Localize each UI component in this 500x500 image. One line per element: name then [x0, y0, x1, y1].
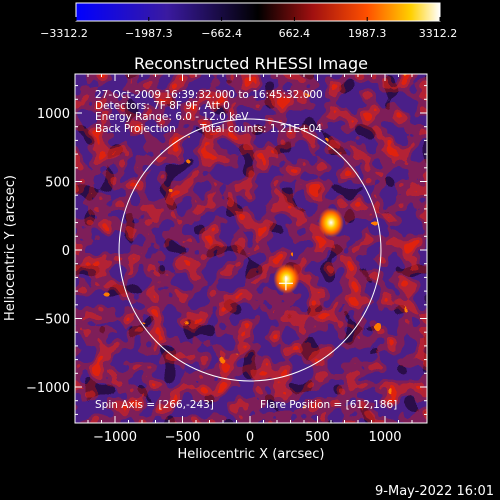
x-axis: −1000 −500 0 500 1000	[87, 74, 413, 445]
x-tick-label: 1000	[368, 430, 401, 445]
colorbar	[75, 2, 441, 22]
y-axis: 1000 500 0 −500 −1000	[26, 85, 427, 415]
footer-timestamp: 9-May-2022 16:01	[375, 484, 494, 499]
colorbar-tick-label: −3312.2	[40, 27, 88, 40]
chart-title: Reconstructed RHESSI Image	[134, 54, 368, 73]
spin-axis-marker	[278, 276, 293, 291]
annotation-flare-position: Flare Position = [612,186]	[260, 399, 397, 411]
x-axis-label: Heliocentric X (arcsec)	[178, 447, 325, 462]
colorbar-tick-label: −662.4	[201, 27, 242, 40]
y-tick-label: 0	[62, 244, 70, 259]
heatmap-image	[75, 74, 427, 423]
flare-source	[318, 207, 344, 238]
y-tick-label: 1000	[37, 107, 70, 122]
y-tick-label: 500	[45, 176, 70, 191]
x-tick-label: 500	[305, 430, 330, 445]
colorbar-tick-label: −1987.3	[125, 27, 173, 40]
annotation-time-range: 27-Oct-2009 16:39:32.000 to 16:45:32.000	[95, 89, 323, 101]
x-tick-label: 0	[246, 430, 254, 445]
annotation-spin-axis: Spin Axis = [266,-243]	[95, 399, 214, 411]
colorbar-tick-label: 1987.3	[348, 27, 387, 40]
colorbar-ticks: −3312.2 −1987.3 −662.4 662.4 1987.3 3312.2	[40, 17, 457, 40]
annotation-method: Back Projection	[95, 123, 176, 135]
plot-frame	[74, 73, 428, 424]
colorbar-tick-label: 662.4	[279, 27, 311, 40]
y-axis-label: Heliocentric Y (arcsec)	[3, 175, 18, 321]
x-tick-label: −500	[165, 430, 201, 445]
annotation-detectors: Detectors: 7F 8F 9F, Att 0	[95, 100, 230, 112]
colorbar-tick-label: 3312.2	[419, 27, 458, 40]
annotation-energy: Energy Range: 6.0 - 12.0 keV	[95, 111, 249, 123]
x-tick-label: −1000	[93, 430, 137, 445]
y-tick-label: −500	[34, 313, 70, 328]
y-tick-label: −1000	[26, 381, 70, 396]
solar-limb-circle	[118, 118, 382, 382]
annotation-counts: Total counts: 1.21E+04	[199, 123, 322, 135]
annotations: 27-Oct-2009 16:39:32.000 to 16:45:32.000…	[95, 89, 397, 411]
